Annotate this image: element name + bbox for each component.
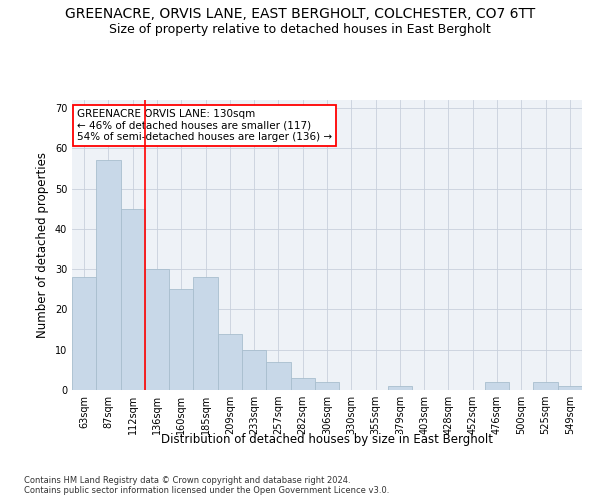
Text: Contains HM Land Registry data © Crown copyright and database right 2024.
Contai: Contains HM Land Registry data © Crown c… xyxy=(24,476,389,495)
Bar xyxy=(218,334,242,390)
Bar xyxy=(266,362,290,390)
Y-axis label: Number of detached properties: Number of detached properties xyxy=(36,152,49,338)
Text: Size of property relative to detached houses in East Bergholt: Size of property relative to detached ho… xyxy=(109,22,491,36)
Bar xyxy=(485,382,509,390)
Bar xyxy=(145,269,169,390)
Bar xyxy=(72,277,96,390)
Bar xyxy=(533,382,558,390)
Bar xyxy=(169,290,193,390)
Bar xyxy=(193,277,218,390)
Text: Distribution of detached houses by size in East Bergholt: Distribution of detached houses by size … xyxy=(161,432,493,446)
Bar xyxy=(242,350,266,390)
Bar xyxy=(315,382,339,390)
Text: GREENACRE, ORVIS LANE, EAST BERGHOLT, COLCHESTER, CO7 6TT: GREENACRE, ORVIS LANE, EAST BERGHOLT, CO… xyxy=(65,8,535,22)
Bar xyxy=(121,209,145,390)
Bar xyxy=(290,378,315,390)
Bar xyxy=(388,386,412,390)
Bar xyxy=(96,160,121,390)
Bar xyxy=(558,386,582,390)
Text: GREENACRE ORVIS LANE: 130sqm
← 46% of detached houses are smaller (117)
54% of s: GREENACRE ORVIS LANE: 130sqm ← 46% of de… xyxy=(77,108,332,142)
